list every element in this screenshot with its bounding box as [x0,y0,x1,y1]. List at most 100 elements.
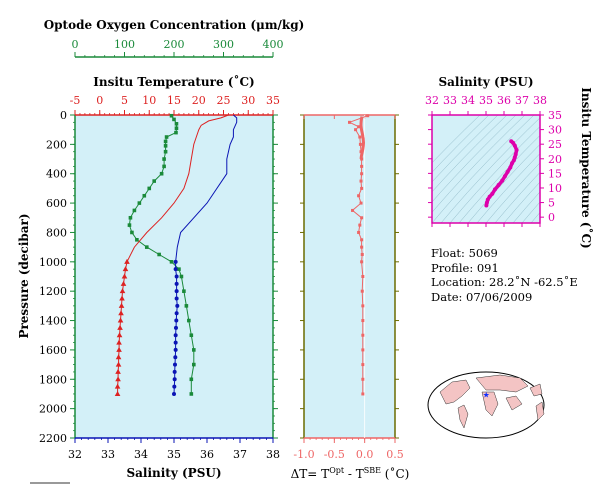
oxygen-tick-label: 400 [263,38,284,51]
temperature-tick-label: 30 [241,94,255,107]
delta-point [360,216,364,220]
oxygen-tick-label: 200 [164,38,185,51]
map-landmass [439,379,471,405]
ts-contour [440,117,540,223]
delta-point [354,128,358,132]
ts-point [496,183,501,188]
ts-contour [432,115,508,193]
delta-point [351,208,355,212]
ts-temp-tick-label: 35 [548,109,562,122]
ts-salinity-tick-label: 37 [515,94,529,107]
oxygen-point [163,139,168,144]
temperature-point [115,368,121,374]
oxygen-point [147,186,152,191]
ts-temp-tick-label: 15 [548,167,562,180]
temperature-tick-label: 0 [96,94,103,107]
temperature-tick-label: 15 [167,94,181,107]
oxygen-point [174,130,178,135]
temperature-point [121,273,128,279]
oxygen-point [162,164,166,169]
oxygen-tick-label: 0 [72,38,79,51]
oxygen-point [174,122,179,126]
ts-point [512,143,517,148]
delta-point [360,289,364,293]
salinity-axis-title: Salinity (PSU) [126,466,221,480]
oxygen-point [184,304,189,308]
temperature-point [115,354,122,360]
delta-point [361,377,365,381]
salinity-tick-label: 38 [266,448,280,461]
temperature-tick-label: 10 [142,94,156,107]
ts-point [513,152,518,157]
ts-temp-tick-label: 10 [548,182,562,195]
delta-point [360,157,364,161]
oxygen-point [169,260,174,264]
ts-point [509,139,514,144]
map-landmass [475,374,529,393]
oxygen-point [169,113,174,118]
salinity-point [174,274,179,279]
salinity-point [172,377,177,382]
salinity-tick-label: 32 [68,448,82,461]
delta-point [366,114,370,118]
profile-id: Profile: 091 [431,260,499,275]
delta-point [360,245,364,249]
delta-point [360,164,364,168]
oxygen-point [152,179,156,183]
map-landmass [535,401,545,421]
oxygen-point [127,223,132,227]
pressure-tick-label: 2200 [39,432,67,445]
pressure-tick-label: 1200 [39,285,67,298]
salinity-point [173,355,178,360]
ts-contour [449,126,540,223]
map-landmass [505,395,523,411]
ts-point [485,197,490,202]
pressure-axis-title: Pressure (decibar) [17,213,31,338]
ts-salinity-tick-label: 35 [479,94,493,107]
oxygen-point [177,267,181,271]
pressure-tick-label: 400 [46,168,67,181]
caption-mark [30,482,70,484]
oxygen-point [163,144,168,148]
temperature-point [116,346,122,352]
salinity-point [174,296,179,301]
oxygen-point [128,215,133,220]
oxygen-point [164,135,169,139]
salinity-point [174,311,179,316]
salinity-point [174,289,179,294]
delta-point [360,238,364,242]
ts-point [514,148,519,153]
temperature-point [114,383,121,389]
ts-contour [530,211,540,223]
oxygen-point [172,117,176,122]
salinity-tick-label: 33 [101,448,115,461]
temperature-line [126,114,229,263]
salinity-point [172,391,176,396]
temperature-point [115,361,122,367]
delta-point [360,260,364,264]
oxygen-point [142,193,147,198]
oxygen-axis-title: Optode Oxygen Concentration (μm/kg) [44,18,305,32]
float-id: Float: 5069 [431,246,498,260]
ts-salinity-tick-label: 33 [443,94,457,107]
ts-point [490,191,495,196]
oxygen-point [192,362,196,367]
pressure-tick-label: 1000 [39,256,67,269]
oxygen-point [162,157,166,161]
salinity-point [173,340,178,345]
ts-contour [494,171,540,223]
temperature-tick-label: 5 [121,94,128,107]
delta-point [359,179,363,183]
oxygen-point [174,126,179,131]
pressure-tick-label: 1400 [39,315,67,328]
salinity-point [173,267,178,272]
oxygen-point [182,289,186,293]
ts-contour [467,143,540,223]
delta-point [358,223,362,227]
delta-point [357,125,361,129]
pressure-tick-label: 800 [46,226,67,239]
salinity-point [172,362,177,367]
delta-point [361,275,365,278]
salinity-point [173,347,178,352]
